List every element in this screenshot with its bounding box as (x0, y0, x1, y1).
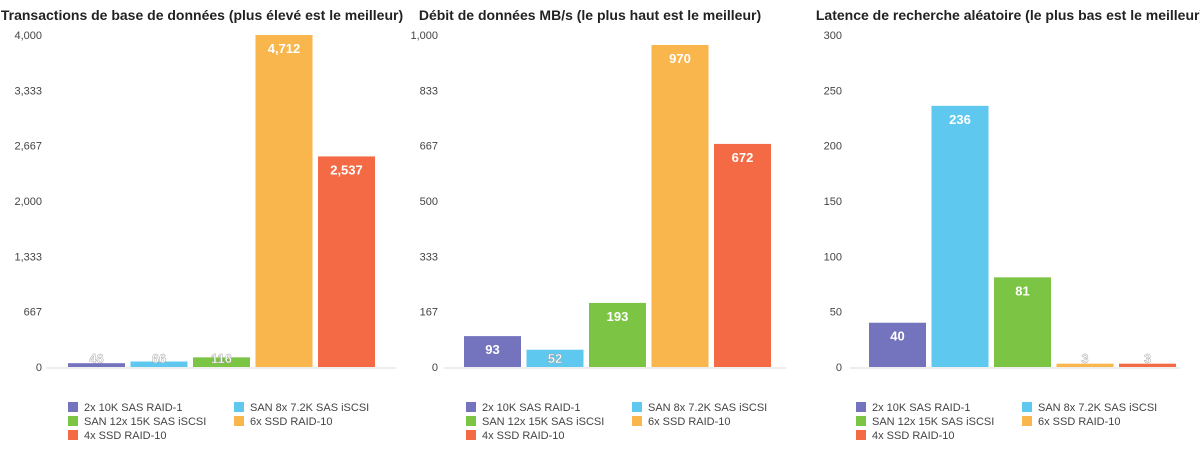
chart-3: Latence de recherche aléatoire (le plus … (816, 7, 1200, 442)
y-tick-label: 2,667 (14, 141, 42, 153)
legend-swatch (234, 416, 244, 426)
bar-value-label: 40 (890, 329, 904, 344)
bar-value-label: 672 (732, 150, 754, 165)
y-tick-label: 100 (824, 251, 842, 263)
legend-label: SAN 12x 15K SAS iSCSI (482, 416, 604, 428)
legend: 2x 10K SAS RAID-1 SAN 8x 7.2K SAS iSCSI SA… (68, 402, 369, 442)
chart-1: Transactions de base de données (plus él… (1, 7, 403, 442)
bar-value-label: 116 (211, 351, 232, 366)
legend-swatch (68, 416, 78, 426)
legend-swatch (632, 416, 642, 426)
bar-value-label: 3 (1081, 351, 1088, 366)
legend-label: 4x SSD RAID-10 (872, 430, 955, 442)
y-tick-label: 667 (24, 307, 42, 319)
y-tick-label: 4,000 (14, 30, 42, 42)
legend-label: SAN 12x 15K SAS iSCSI (872, 416, 994, 428)
legend-label: SAN 8x 7.2K SAS iSCSI (1038, 402, 1157, 414)
bar-value-label: 3 (1144, 351, 1151, 366)
bar-value-label: 66 (152, 351, 166, 366)
bar-value-label: 93 (485, 342, 499, 357)
legend-swatch (1022, 416, 1032, 426)
bar-value-label: 52 (548, 351, 562, 366)
y-tick-label: 167 (420, 307, 438, 319)
legend-swatch (68, 430, 78, 440)
charts-svg: Transactions de base de données (plus él… (0, 0, 1200, 449)
legend-swatch (856, 402, 866, 412)
legend-label: SAN 8x 7.2K SAS iSCSI (250, 402, 369, 414)
bar-value-label: 46 (89, 351, 103, 366)
legend-swatch (856, 416, 866, 426)
legend-label: SAN 8x 7.2K SAS iSCSI (648, 402, 767, 414)
bar (714, 144, 771, 367)
chart-2: Débit de données MB/s (le plus haut est … (410, 7, 786, 442)
bar (318, 156, 375, 367)
legend: 2x 10K SAS RAID-1 SAN 8x 7.2K SAS iSCSI SA… (466, 402, 767, 442)
y-tick-label: 300 (824, 30, 842, 42)
legend-swatch (466, 416, 476, 426)
y-tick-label: 1,333 (14, 251, 42, 263)
y-tick-label: 0 (432, 362, 438, 374)
y-tick-label: 500 (420, 196, 438, 208)
y-tick-label: 1,000 (410, 30, 438, 42)
y-tick-label: 200 (824, 141, 842, 153)
y-tick-label: 150 (824, 196, 842, 208)
bar (256, 35, 313, 367)
legend-label: 4x SSD RAID-10 (84, 430, 167, 442)
legend-swatch (1022, 402, 1032, 412)
legend-swatch (466, 402, 476, 412)
legend-label: 6x SSD RAID-10 (250, 416, 333, 428)
legend-label: 2x 10K SAS RAID-1 (872, 402, 970, 414)
legend-swatch (632, 402, 642, 412)
y-tick-label: 667 (420, 141, 438, 153)
legend-swatch (234, 402, 244, 412)
y-tick-label: 50 (830, 307, 842, 319)
y-tick-label: 3,333 (14, 85, 42, 97)
legend-swatch (68, 402, 78, 412)
bar-value-label: 236 (949, 112, 971, 127)
bar-value-label: 4,712 (268, 41, 301, 56)
y-tick-label: 2,000 (14, 196, 42, 208)
bar-value-label: 81 (1015, 283, 1029, 298)
legend-label: SAN 12x 15K SAS iSCSI (84, 416, 206, 428)
legend-label: 2x 10K SAS RAID-1 (482, 402, 580, 414)
bar-value-label: 970 (669, 51, 691, 66)
chart-title: Transactions de base de données (plus él… (1, 7, 403, 23)
chart-title: Débit de données MB/s (le plus haut est … (419, 7, 761, 23)
legend-label: 4x SSD RAID-10 (482, 430, 565, 442)
y-tick-label: 833 (420, 85, 438, 97)
charts-panel: Transactions de base de données (plus él… (0, 0, 1200, 449)
legend-label: 2x 10K SAS RAID-1 (84, 402, 182, 414)
y-tick-label: 250 (824, 85, 842, 97)
legend-swatch (856, 430, 866, 440)
legend-swatch (466, 430, 476, 440)
bar-value-label: 193 (607, 309, 629, 324)
bar (932, 106, 989, 367)
bar-value-label: 2,537 (330, 162, 363, 177)
legend-label: 6x SSD RAID-10 (1038, 416, 1121, 428)
legend: 2x 10K SAS RAID-1 SAN 8x 7.2K SAS iSCSI SA… (856, 402, 1157, 442)
bar (652, 45, 709, 367)
y-tick-label: 0 (36, 362, 42, 374)
y-tick-label: 333 (420, 251, 438, 263)
chart-title: Latence de recherche aléatoire (le plus … (816, 7, 1200, 23)
legend-label: 6x SSD RAID-10 (648, 416, 731, 428)
y-tick-label: 0 (836, 362, 842, 374)
